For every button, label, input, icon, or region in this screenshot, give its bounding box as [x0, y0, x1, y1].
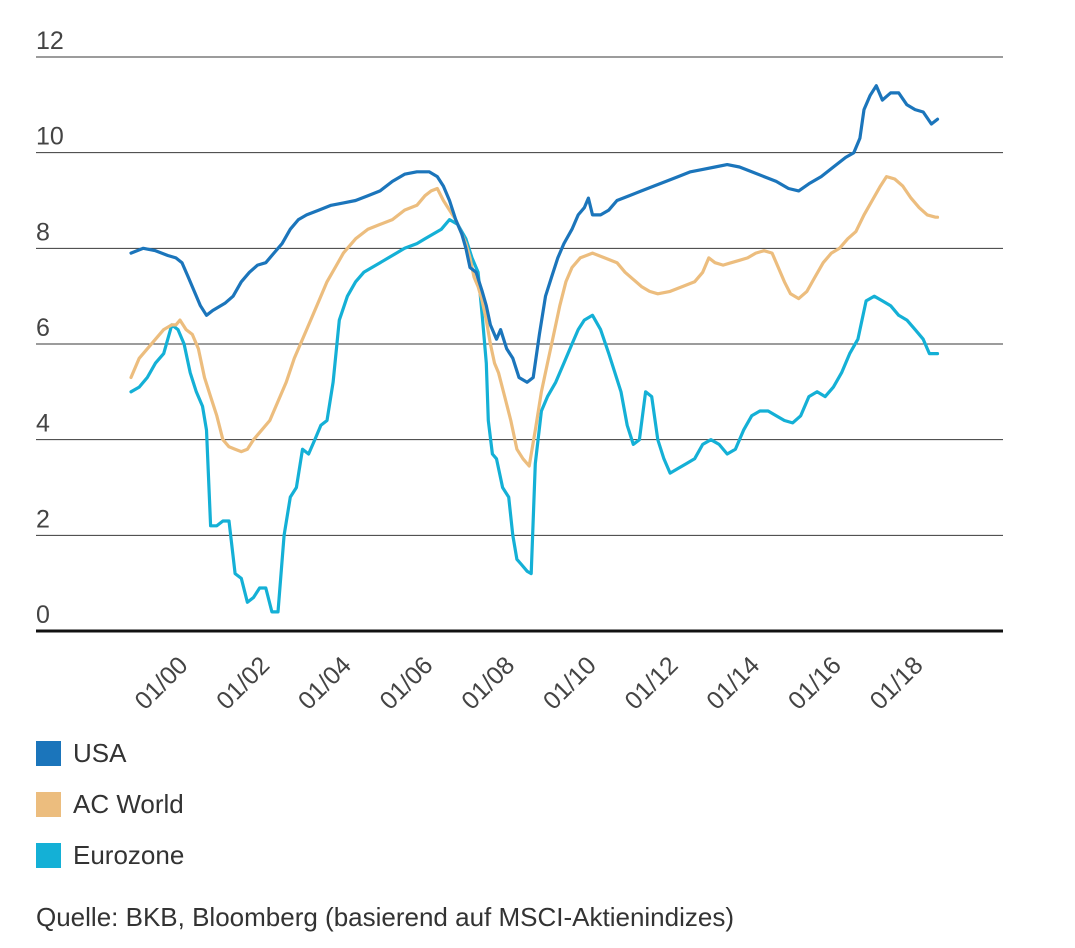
- x-axis-tick-labels: 01/00 01/02 01/04 01/06 01/08 01/10 01/12 01/14…: [129, 651, 928, 715]
- grid-lines: [36, 56, 1003, 536]
- y-tick-label: 12: [36, 27, 64, 55]
- legend-item-ac-world: AC World: [36, 788, 184, 819]
- y-tick-label: 8: [36, 218, 50, 246]
- legend-item-usa: USA: [36, 737, 184, 768]
- y-tick-label: 6: [36, 314, 50, 342]
- x-tick-label: 01/10: [538, 651, 602, 715]
- legend-swatch-ac-world: [36, 791, 61, 817]
- x-tick-label: 01/04: [293, 651, 357, 715]
- y-tick-label: 10: [36, 123, 64, 151]
- series-line-ac-world: [129, 175, 940, 468]
- legend-item-eurozone: Eurozone: [36, 839, 185, 870]
- x-tick-label: 01/08: [456, 651, 520, 715]
- y-axis-tick-labels: 0 2 4 6 8 10 12: [36, 27, 64, 629]
- line-chart: 0 2 4 6 8 10 12 01/00 01/02 01/04 01/06 01/08 01/10…: [36, 27, 1003, 715]
- x-tick-label: 01/16: [783, 651, 847, 715]
- series-lines: [129, 84, 940, 614]
- x-tick-label: 01/12: [619, 651, 683, 715]
- x-tick-label: 01/18: [865, 651, 929, 715]
- y-tick-label: 0: [36, 601, 50, 629]
- series-line-eurozone: [129, 218, 940, 614]
- legend-label-usa: USA: [73, 737, 127, 768]
- y-tick-label: 2: [36, 505, 50, 533]
- legend-swatch-usa: [36, 740, 61, 766]
- x-tick-label: 01/02: [211, 651, 275, 715]
- legend: USA AC World Eurozone: [36, 737, 185, 893]
- y-tick-label: 4: [36, 410, 50, 438]
- source-note: Quelle: BKB, Bloomberg (basierend auf MS…: [36, 902, 734, 932]
- legend-label-ac-world: AC World: [73, 788, 184, 819]
- x-tick-label: 01/06: [374, 651, 438, 715]
- x-tick-label: 01/00: [129, 651, 193, 715]
- legend-label-eurozone: Eurozone: [73, 839, 185, 870]
- legend-swatch-eurozone: [36, 842, 61, 868]
- series-line-usa: [129, 84, 940, 384]
- x-tick-label: 01/14: [701, 651, 765, 715]
